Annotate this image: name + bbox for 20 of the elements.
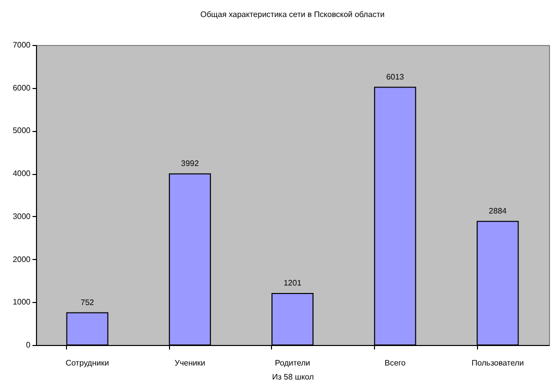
x-tick-label: Всего [384, 358, 406, 368]
y-tick-label: 2000 [12, 254, 32, 264]
data-label: 2884 [488, 206, 508, 216]
y-tick-label: 0 [26, 340, 32, 350]
data-label: 752 [80, 298, 95, 307]
data-label: 6013 [386, 72, 405, 82]
y-tick-label: 7000 [12, 40, 32, 50]
y-tick-label: 1000 [12, 298, 32, 307]
x-tick-label: Сотрудники [66, 358, 109, 368]
x-tick-label: Ученики [174, 358, 206, 368]
data-label: 3992 [181, 158, 200, 168]
y-tick-label: 4000 [12, 169, 32, 178]
x-axis-title: Из 58 школ [272, 372, 314, 382]
x-tick-label: Родители [274, 358, 310, 368]
x-tick-label: Пользователи [472, 358, 524, 368]
y-tick-label: 3000 [12, 212, 32, 221]
y-tick-label: 6000 [12, 83, 32, 92]
data-label: 1201 [284, 278, 302, 288]
chart-title: Общая характеристика сети в Псковской области [200, 10, 385, 19]
y-tick-label: 5000 [12, 126, 32, 136]
